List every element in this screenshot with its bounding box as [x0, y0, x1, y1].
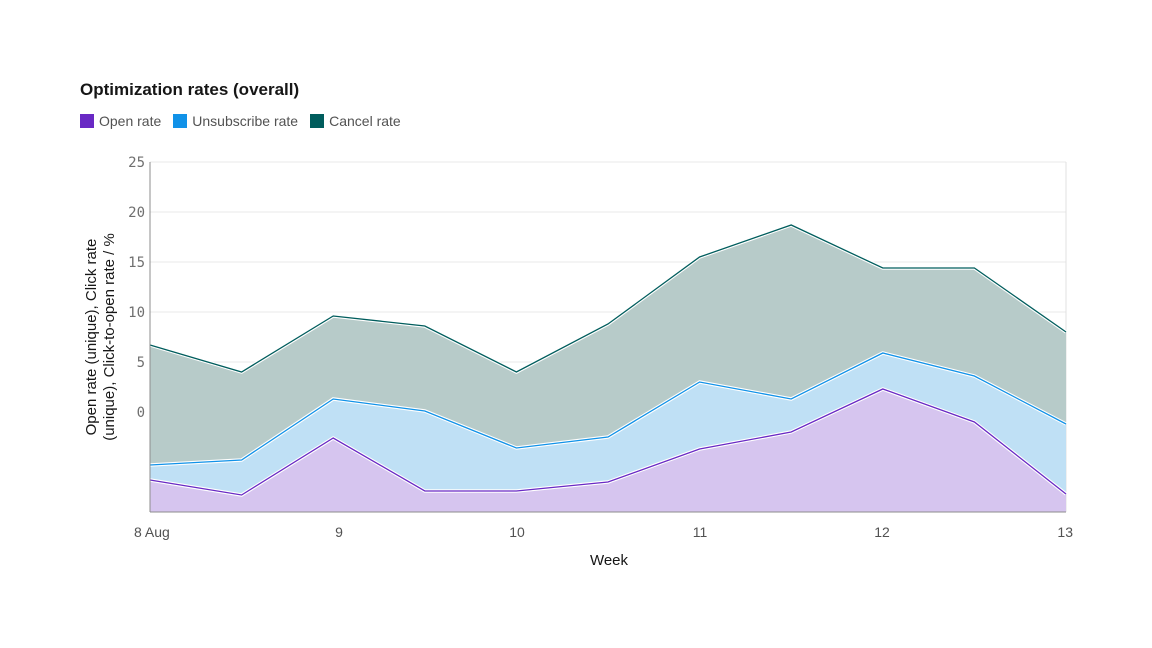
line-open-rate: [149, 388, 1067, 496]
legend: Open rate Unsubscribe rate Cancel rate: [80, 113, 401, 129]
legend-item-open-rate[interactable]: Open rate: [80, 113, 161, 129]
legend-item-unsubscribe-rate[interactable]: Unsubscribe rate: [173, 113, 298, 129]
y-tick-label: 0: [137, 405, 145, 421]
line-unsubscribe-rate: [149, 352, 1067, 466]
legend-label: Unsubscribe rate: [192, 113, 299, 129]
legend-label: Cancel rate: [329, 113, 401, 129]
area-unsubscribe-rate: [150, 353, 1066, 495]
y-tick-label: 10: [128, 305, 145, 321]
x-axis-label: Week: [590, 552, 629, 569]
y-axis-label-line-2: (unique), Click-to-open rate / %: [101, 233, 118, 441]
x-tick-label: 8 Aug: [134, 524, 170, 540]
y-tick-label: 25: [128, 155, 145, 171]
x-tick-label: 13: [1057, 524, 1073, 540]
x-tick-label: 12: [874, 524, 890, 540]
x-tick-label: 10: [509, 524, 525, 540]
line-cancel-rate: [149, 224, 1067, 373]
y-tick-label: 15: [128, 255, 145, 271]
x-tick-label: 11: [693, 524, 708, 540]
y-tick-label: 5: [137, 355, 145, 371]
x-tick-label: 9: [335, 524, 343, 540]
area-open-rate: [150, 389, 1066, 512]
legend-swatch: [173, 114, 188, 128]
legend-swatch: [80, 114, 94, 128]
legend-item-cancel-rate[interactable]: Cancel rate: [310, 113, 401, 129]
y-tick-label: 20: [128, 205, 145, 221]
legend-label: Open rate: [99, 113, 162, 129]
legend-swatch: [310, 114, 325, 128]
y-axis-label-line-1: Open rate (unique), Click rate: [83, 239, 100, 436]
chart-title: Optimization rates (overall): [80, 80, 300, 99]
